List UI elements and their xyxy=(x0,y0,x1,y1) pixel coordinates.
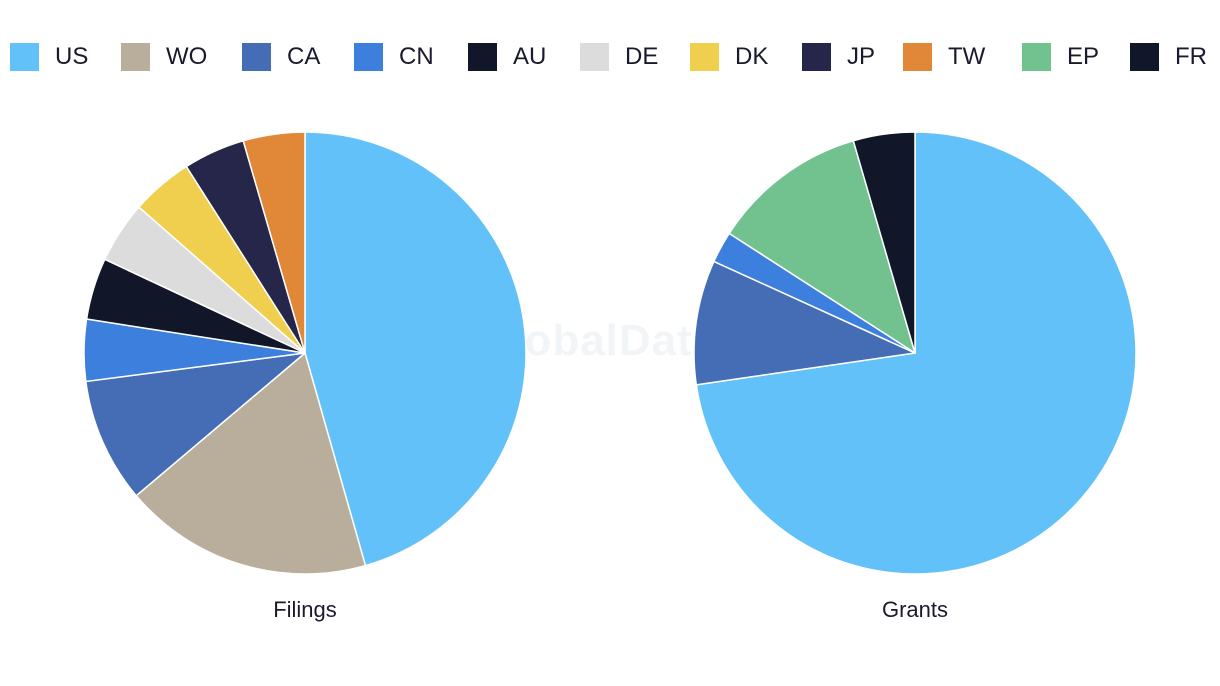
pie-slice-ca xyxy=(85,352,306,497)
legend-item-cn: CN xyxy=(354,42,434,72)
legend-item-wo: WO xyxy=(121,42,207,72)
pie-slice-us xyxy=(695,131,1137,575)
legend-swatch xyxy=(903,43,932,71)
legend-label: DK xyxy=(735,43,769,70)
chart-legend: US WO CA CN AU DE DK JP TW EP FR xyxy=(10,42,1215,72)
pie-slice-wo xyxy=(135,352,367,575)
legend-label: AU xyxy=(513,43,547,70)
legend-item-ep: EP xyxy=(1022,42,1099,72)
legend-swatch xyxy=(468,43,497,71)
legend-label: US xyxy=(55,43,89,70)
legend-item-fr: FR xyxy=(1130,42,1207,72)
pie-slice-ca xyxy=(693,260,916,386)
legend-swatch xyxy=(580,43,609,71)
legend-swatch xyxy=(1022,43,1051,71)
legend-item-au: AU xyxy=(468,42,546,72)
filings-pie xyxy=(83,131,527,575)
legend-item-us: US xyxy=(10,42,88,72)
legend-label: DE xyxy=(625,43,659,70)
legend-label: WO xyxy=(166,43,208,70)
legend-swatch xyxy=(121,43,150,71)
legend-label: FR xyxy=(1175,43,1207,70)
legend-label: CA xyxy=(287,43,321,70)
pie-slice-fr xyxy=(852,131,916,354)
legend-label: CN xyxy=(399,43,434,70)
legend-swatch xyxy=(1130,43,1159,71)
pie-slice-tw xyxy=(242,131,306,354)
grants-pie xyxy=(693,131,1137,575)
legend-swatch xyxy=(242,43,271,71)
legend-item-jp: JP xyxy=(802,42,875,72)
legend-swatch xyxy=(802,43,831,71)
legend-item-de: DE xyxy=(580,42,658,72)
legend-swatch xyxy=(354,43,383,71)
legend-label: EP xyxy=(1067,43,1100,70)
legend-swatch xyxy=(690,43,719,71)
legend-item-dk: DK xyxy=(690,42,768,72)
legend-item-ca: CA xyxy=(242,42,320,72)
filings-pie-title: Filings xyxy=(273,597,337,622)
grants-pie-title: Grants xyxy=(882,597,948,622)
legend-item-tw: TW xyxy=(903,42,985,72)
legend-swatch xyxy=(10,43,39,71)
pie-slice-us xyxy=(304,131,527,567)
legend-label: TW xyxy=(948,43,986,70)
legend-label: JP xyxy=(847,43,876,70)
